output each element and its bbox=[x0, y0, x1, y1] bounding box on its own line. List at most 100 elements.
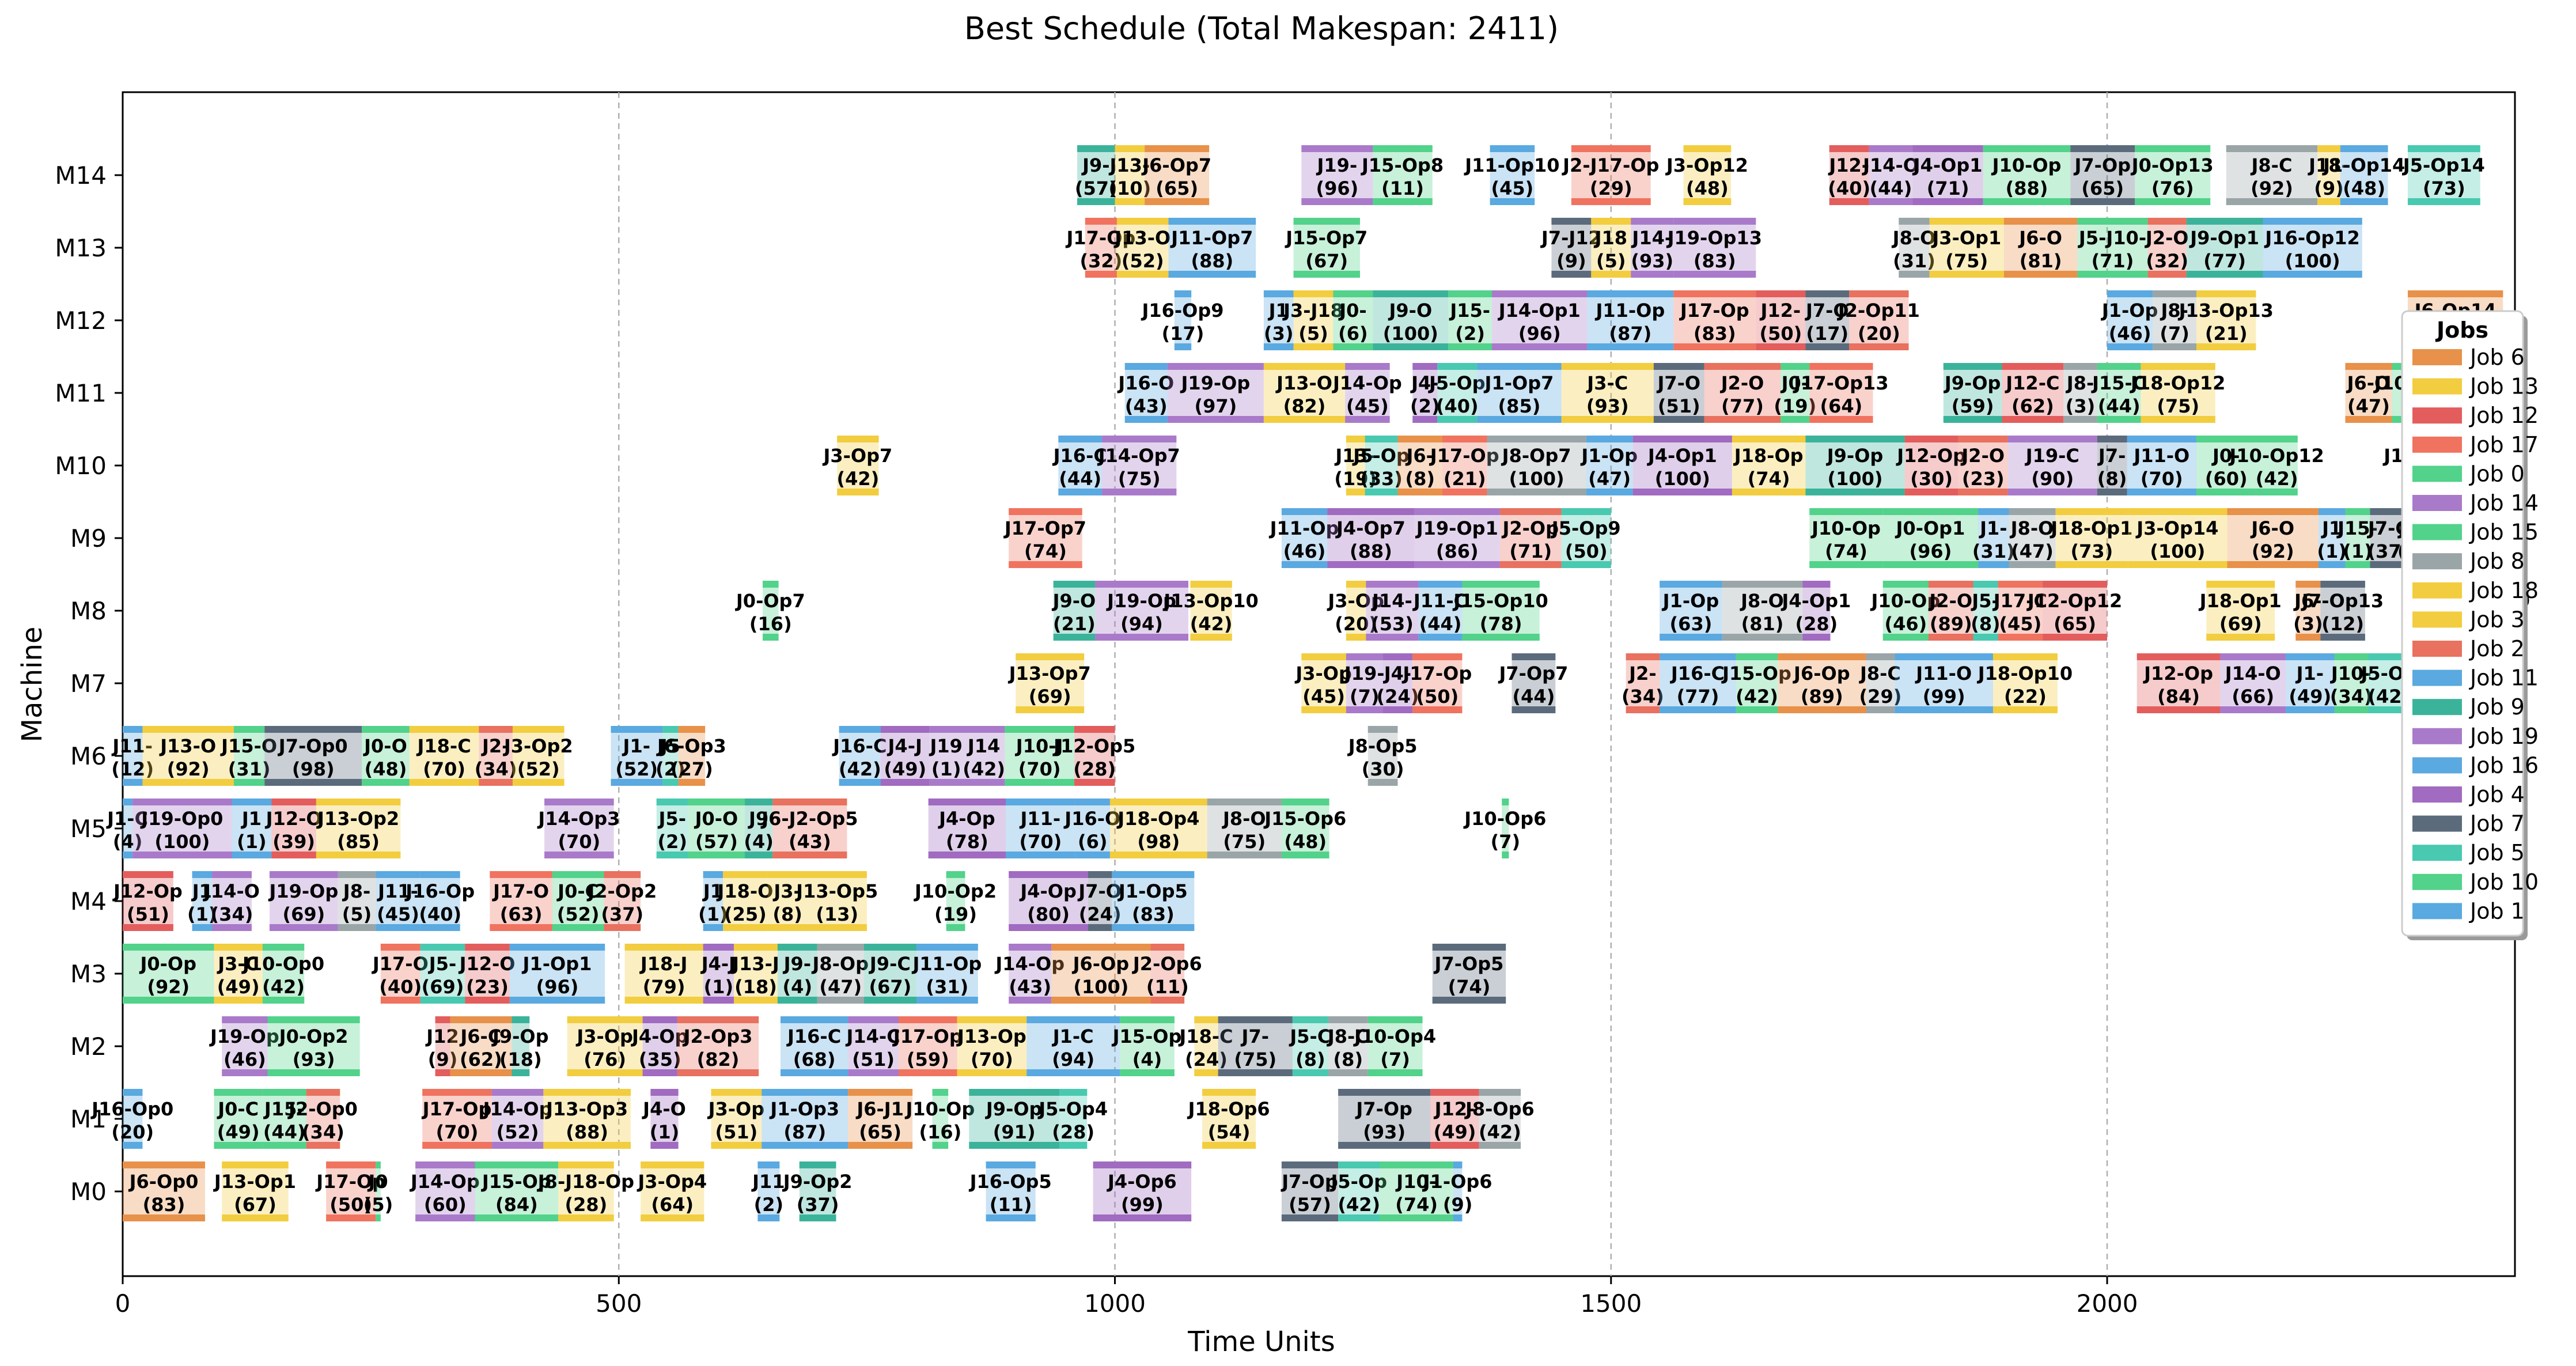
operation-bar-top-edge bbox=[409, 726, 479, 733]
operation-bar bbox=[1591, 218, 1631, 278]
operation-bar-bottom-edge bbox=[1059, 1142, 1088, 1149]
operation-bar-top-edge bbox=[881, 726, 930, 733]
operation-bar-top-edge bbox=[1102, 436, 1177, 442]
operation-bar-group: J8-Op6(42) bbox=[1464, 1089, 1535, 1149]
operation-bar bbox=[2127, 436, 2197, 495]
operation-duration: (44) bbox=[1870, 177, 1912, 199]
operation-duration: (7) bbox=[1380, 1049, 1410, 1070]
operation-bar-bottom-edge bbox=[1168, 271, 1256, 278]
operation-bar bbox=[604, 871, 641, 931]
operation-bar-bottom-edge bbox=[1882, 561, 1979, 568]
legend-title: Jobs bbox=[2435, 317, 2488, 343]
operation-duration: (83) bbox=[1694, 250, 1736, 272]
operation-duration: (84) bbox=[495, 1194, 538, 1216]
operation-duration: (7) bbox=[1350, 686, 1380, 707]
operation-bar-group: J8-O(75) bbox=[1207, 799, 1282, 858]
operation-duration: (51) bbox=[127, 903, 169, 925]
operation-duration: (73) bbox=[2423, 177, 2465, 199]
operation-bar-group: J16-C(44) bbox=[1052, 436, 1107, 495]
operation-label: J1- bbox=[622, 735, 650, 757]
operation-bar-group: J2-Op3(82) bbox=[677, 1016, 759, 1076]
operation-bar bbox=[703, 944, 734, 1004]
operation-label: J4- bbox=[1383, 663, 1411, 684]
operation-bar-top-edge bbox=[1150, 944, 1185, 951]
operation-label: J16-C bbox=[1670, 663, 1725, 684]
operation-bar-bottom-edge bbox=[2220, 706, 2286, 713]
operation-label: J14-Op bbox=[482, 1098, 552, 1120]
operation-duration: (89) bbox=[1930, 613, 1972, 635]
operation-bar-group: J12-O(23) bbox=[459, 944, 515, 1004]
operation-bar-group: J9-Op(18) bbox=[491, 1016, 549, 1076]
operation-bar-group: J8-C(8) bbox=[1327, 1016, 1369, 1076]
operation-label: J4-Op bbox=[631, 1026, 688, 1047]
operation-bar-group: J17-C(45) bbox=[1992, 581, 2047, 641]
operation-duration: (18) bbox=[499, 1049, 542, 1070]
operation-bar-group: J5-Op(40) bbox=[1428, 363, 1486, 423]
operation-label: J14-O bbox=[203, 880, 260, 902]
operation-bar bbox=[1051, 944, 1151, 1004]
operation-bar bbox=[214, 944, 263, 1004]
operation-bar bbox=[409, 726, 479, 786]
operation-bar bbox=[1328, 1016, 1368, 1076]
operation-bar-top-edge bbox=[1632, 436, 1732, 442]
operation-label: J13-Op3 bbox=[545, 1098, 628, 1120]
operation-duration: (16) bbox=[919, 1121, 961, 1143]
legend-entry: Job 13 bbox=[2469, 374, 2539, 399]
operation-bar-top-edge bbox=[1338, 1161, 1380, 1168]
operation-duration: (2) bbox=[754, 1194, 784, 1216]
operation-bar-bottom-edge bbox=[1492, 343, 1588, 350]
operation-bar bbox=[338, 871, 376, 931]
operation-bar-top-edge bbox=[1074, 726, 1115, 733]
operation-bar-top-edge bbox=[490, 871, 552, 878]
operation-duration: (71) bbox=[2092, 250, 2134, 272]
operation-label: J12 bbox=[425, 1026, 459, 1047]
operation-duration: (79) bbox=[643, 976, 685, 998]
operation-bar-top-edge bbox=[1367, 726, 1398, 733]
operation-bar bbox=[1077, 145, 1115, 205]
operation-bar-group: J14-Op(43) bbox=[994, 944, 1065, 1004]
operation-bar-group: J1-Op(47) bbox=[1580, 436, 1638, 495]
operation-duration: (1) bbox=[2317, 540, 2347, 562]
operation-bar bbox=[1492, 290, 1588, 350]
operation-bar bbox=[1301, 653, 1346, 713]
operation-bar bbox=[1453, 1161, 1463, 1221]
operation-bar-bottom-edge bbox=[1124, 416, 1168, 423]
operation-duration: (42) bbox=[1190, 613, 1233, 635]
operation-duration: (43) bbox=[1125, 395, 1168, 417]
operation-bar-group: J8-(5) bbox=[338, 871, 376, 931]
operation-bar-group: J18-O(25) bbox=[716, 871, 773, 931]
operation-bar-group: J13-J(18) bbox=[731, 944, 779, 1004]
operation-bar bbox=[1075, 799, 1110, 858]
operation-bar bbox=[837, 436, 879, 495]
legend-swatch bbox=[2412, 728, 2462, 744]
operation-bar-bottom-edge bbox=[1778, 706, 1866, 713]
operation-bar-top-edge bbox=[1561, 363, 1654, 370]
operation-duration: (46) bbox=[1283, 540, 1326, 562]
operation-bar-bottom-edge bbox=[1958, 489, 2008, 495]
operation-bar bbox=[1397, 436, 1442, 495]
operation-bar-group: J6-Op(89) bbox=[1778, 653, 1866, 713]
operation-duration: (51) bbox=[1658, 395, 1700, 417]
operation-label: J18-Op bbox=[1733, 445, 1804, 467]
operation-label: J17-Op bbox=[315, 1171, 385, 1193]
operation-duration: (7) bbox=[1491, 831, 1521, 853]
operation-bar-group: J19-(7) bbox=[1343, 653, 1385, 713]
y-tick-label: M10 bbox=[55, 452, 107, 480]
operation-duration: (50) bbox=[329, 1194, 372, 1216]
operation-duration: (5) bbox=[363, 1194, 393, 1216]
operation-label: J11- bbox=[111, 735, 153, 757]
operation-bar-group: J14-(53) bbox=[1366, 581, 1419, 641]
operation-bar-group: J12-(40) bbox=[1828, 145, 1870, 205]
operation-bar-bottom-edge bbox=[1373, 198, 1433, 205]
operation-bar bbox=[2097, 436, 2127, 495]
operation-duration: (29) bbox=[1590, 177, 1632, 199]
operation-duration: (94) bbox=[1120, 613, 1163, 635]
operation-bar-group: J1(1) bbox=[2317, 508, 2347, 568]
operation-bar bbox=[777, 944, 817, 1004]
operation-bar-bottom-edge bbox=[543, 1142, 631, 1149]
operation-duration: (96) bbox=[536, 976, 579, 998]
operation-bar-bottom-edge bbox=[1490, 198, 1535, 205]
operation-bar-bottom-edge bbox=[222, 1069, 268, 1076]
operation-bar bbox=[376, 871, 421, 931]
operation-bar bbox=[2407, 145, 2480, 205]
